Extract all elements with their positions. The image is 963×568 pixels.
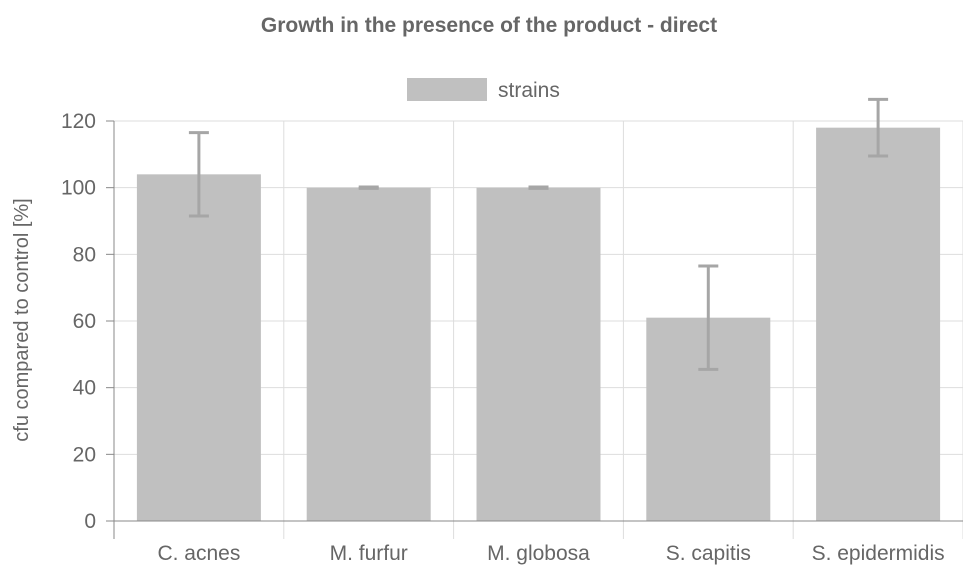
bar	[306, 187, 431, 521]
bar-layer	[136, 97, 941, 522]
x-tick-label: C. acnes	[157, 542, 240, 565]
legend-label: strains	[498, 79, 560, 102]
x-tick-label: S. capitis	[666, 542, 751, 565]
chart-title: Growth in the presence of the product - …	[261, 14, 717, 37]
bar	[816, 127, 941, 522]
y-tick-label: 40	[73, 377, 96, 400]
x-tick-label: M. furfur	[330, 542, 408, 565]
y-tick-label: 20	[73, 443, 96, 466]
x-tick-label: S. epidermidis	[812, 542, 945, 565]
legend: strains	[407, 78, 560, 102]
x-tick-label: M. globosa	[487, 542, 590, 565]
y-tick-label: 0	[84, 510, 96, 533]
bar	[476, 187, 601, 521]
axis-layer: 0 20 40 60 80 100 120 C. acnes M. furfur M. globo…	[61, 110, 963, 565]
bar	[136, 174, 261, 522]
legend-swatch	[407, 78, 487, 101]
y-tick-label: 60	[73, 310, 96, 333]
y-tick-label: 80	[73, 243, 96, 266]
y-tick-label: 100	[61, 177, 96, 200]
y-axis-title: cfu compared to control [%]	[11, 198, 33, 441]
y-tick-label: 120	[61, 110, 96, 133]
